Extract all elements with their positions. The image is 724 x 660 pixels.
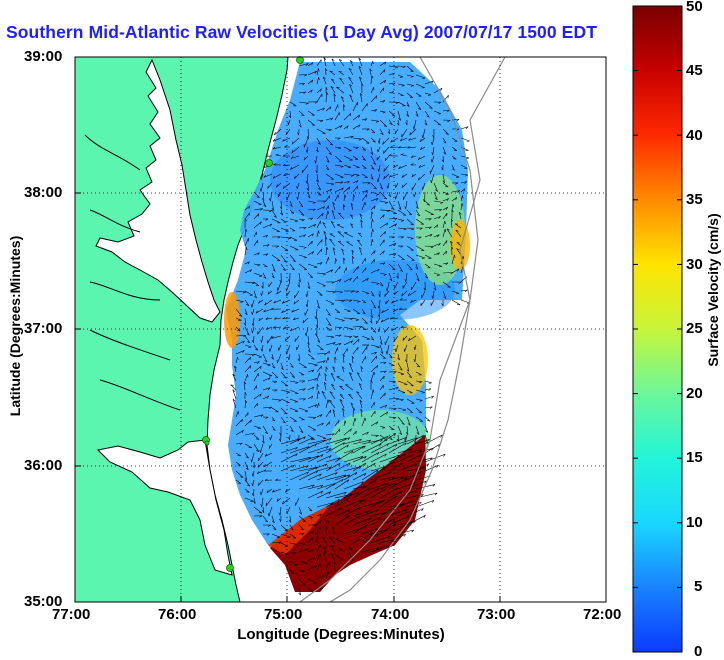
y-tick-label: 35:00 xyxy=(24,593,62,610)
colorbar-tick-label: 0 xyxy=(694,643,702,660)
x-axis-title: Longitude (Degrees:Minutes) xyxy=(75,626,607,643)
y-axis-title: Latitude (Degrees:Minutes) xyxy=(7,191,23,461)
colorbar-tick-label: 35 xyxy=(686,191,703,208)
station-marker xyxy=(266,160,273,167)
y-tick-label: 39:00 xyxy=(24,48,62,65)
y-tick-label: 36:00 xyxy=(24,457,62,474)
colorbar xyxy=(633,6,682,652)
colorbar-tick-label: 15 xyxy=(686,449,703,466)
x-tick-label: 72:00 xyxy=(583,606,621,623)
x-tick-label: 76:00 xyxy=(158,606,196,623)
colorbar-title: Surface Velocity (cm/s) xyxy=(705,160,721,420)
colorbar-tick-label: 50 xyxy=(686,0,703,15)
colorbar-tick-label: 45 xyxy=(686,62,703,79)
x-tick-label: 75:00 xyxy=(264,606,302,623)
colorbar-tick-label: 20 xyxy=(686,385,703,402)
colorbar-tick-label: 30 xyxy=(686,256,703,273)
x-tick-label: 73:00 xyxy=(477,606,515,623)
station-marker xyxy=(227,565,234,572)
colorbar-tick-label: 25 xyxy=(686,320,703,337)
station-marker xyxy=(205,441,209,445)
colorbar-tick-label: 5 xyxy=(694,578,702,595)
colorbar-tick-label: 10 xyxy=(686,514,703,531)
y-tick-label: 38:00 xyxy=(24,184,62,201)
station-marker xyxy=(297,57,304,64)
colorbar-tick-label: 40 xyxy=(686,127,703,144)
x-tick-label: 74:00 xyxy=(371,606,409,623)
y-tick-label: 37:00 xyxy=(24,320,62,337)
